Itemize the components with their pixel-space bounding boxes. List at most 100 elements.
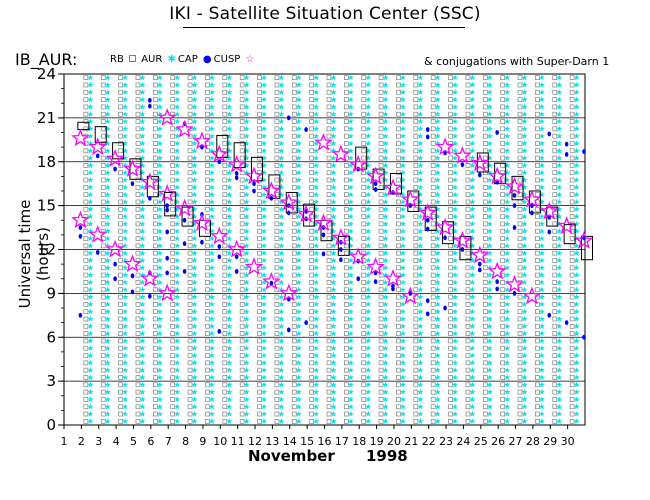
aur-marker bbox=[170, 338, 176, 344]
cap-marker bbox=[295, 191, 302, 198]
cap-marker bbox=[261, 250, 268, 256]
cap-marker bbox=[122, 154, 129, 161]
cap-marker bbox=[278, 271, 285, 278]
cap-marker bbox=[399, 381, 406, 388]
aur-marker bbox=[135, 353, 141, 358]
cap-marker bbox=[452, 147, 459, 154]
cap-marker bbox=[139, 293, 146, 300]
aur-marker bbox=[378, 141, 384, 146]
cusp-dot bbox=[113, 276, 117, 282]
cap-marker bbox=[87, 388, 94, 395]
cap-marker bbox=[139, 381, 146, 388]
cap-marker bbox=[295, 301, 302, 307]
cap-marker bbox=[174, 162, 181, 168]
aur-marker bbox=[135, 397, 141, 402]
cap-marker bbox=[191, 81, 198, 88]
cap-marker bbox=[556, 140, 563, 147]
cap-marker bbox=[504, 315, 511, 322]
aur-marker bbox=[291, 280, 297, 285]
aur-marker bbox=[517, 119, 523, 124]
aur-marker bbox=[205, 133, 210, 139]
cap-marker bbox=[469, 206, 476, 212]
aur-marker bbox=[344, 418, 349, 424]
cap-marker bbox=[191, 147, 198, 154]
aur-marker bbox=[500, 375, 506, 380]
aur-marker bbox=[83, 192, 89, 198]
aur-marker bbox=[344, 141, 349, 146]
x-tick-label: 10 bbox=[213, 435, 227, 448]
aur-marker bbox=[448, 360, 453, 366]
cusp-star bbox=[331, 227, 351, 246]
cap-marker bbox=[104, 388, 111, 395]
aur-marker bbox=[482, 184, 488, 190]
cap-marker bbox=[382, 147, 389, 154]
cap-marker bbox=[330, 293, 337, 300]
cap-marker bbox=[538, 279, 545, 285]
aur-marker bbox=[291, 345, 297, 351]
cap-marker bbox=[365, 125, 372, 132]
aur-marker bbox=[396, 236, 401, 241]
aur-marker bbox=[291, 82, 297, 88]
x-tick-label: 1 bbox=[61, 435, 68, 448]
cap-marker bbox=[174, 323, 181, 329]
cap-marker bbox=[278, 184, 285, 190]
aur-marker bbox=[378, 323, 384, 329]
cap-marker bbox=[261, 140, 268, 147]
cap-marker bbox=[452, 264, 459, 271]
cap-marker bbox=[504, 81, 511, 88]
cap-marker bbox=[174, 235, 181, 242]
cap-marker bbox=[347, 133, 354, 139]
aur-marker bbox=[396, 199, 401, 205]
aur-marker bbox=[135, 75, 141, 81]
cap-marker bbox=[104, 330, 111, 337]
cap-marker bbox=[208, 323, 215, 329]
cap-marker bbox=[573, 403, 580, 410]
aur-marker bbox=[448, 214, 453, 219]
cap-marker bbox=[261, 147, 268, 154]
aur-marker bbox=[152, 367, 158, 373]
rb-box bbox=[563, 224, 576, 245]
aur-marker bbox=[448, 323, 453, 329]
cap-marker bbox=[486, 169, 493, 176]
cap-marker bbox=[486, 352, 493, 359]
cap-marker bbox=[226, 220, 233, 227]
cap-marker bbox=[399, 184, 406, 190]
cap-marker bbox=[313, 345, 320, 351]
cap-marker bbox=[504, 301, 511, 307]
cap-marker bbox=[382, 176, 389, 183]
aur-marker bbox=[239, 119, 245, 124]
cap-marker bbox=[469, 374, 476, 381]
cap-marker bbox=[191, 352, 198, 359]
cap-marker bbox=[174, 418, 181, 424]
cap-marker bbox=[382, 337, 389, 344]
aur-marker bbox=[396, 111, 401, 117]
cap-marker bbox=[174, 396, 181, 402]
cap-marker bbox=[538, 184, 545, 190]
aur-marker bbox=[482, 309, 488, 315]
aur-marker bbox=[326, 163, 332, 168]
cap-marker bbox=[486, 315, 493, 322]
cap-marker bbox=[174, 337, 181, 344]
aur-marker bbox=[326, 375, 332, 380]
cap-marker bbox=[486, 308, 493, 315]
cap-marker bbox=[382, 323, 389, 329]
aur-marker bbox=[309, 228, 314, 234]
aur-marker bbox=[535, 89, 540, 95]
cap-marker bbox=[278, 315, 285, 322]
aur-marker bbox=[152, 353, 158, 358]
cap-marker bbox=[295, 293, 302, 300]
cap-marker bbox=[330, 315, 337, 322]
cap-marker bbox=[261, 103, 268, 110]
aur-marker bbox=[448, 243, 453, 249]
cap-marker bbox=[104, 235, 111, 242]
aur-marker bbox=[413, 89, 419, 95]
cap-marker bbox=[452, 396, 459, 402]
cap-marker bbox=[191, 250, 198, 256]
aur-marker bbox=[326, 309, 332, 315]
cap-marker bbox=[313, 169, 320, 176]
cap-marker bbox=[399, 403, 406, 410]
cap-marker bbox=[122, 198, 129, 205]
aur-marker bbox=[309, 331, 314, 336]
cap-marker bbox=[278, 111, 285, 117]
aur-marker bbox=[465, 89, 471, 95]
